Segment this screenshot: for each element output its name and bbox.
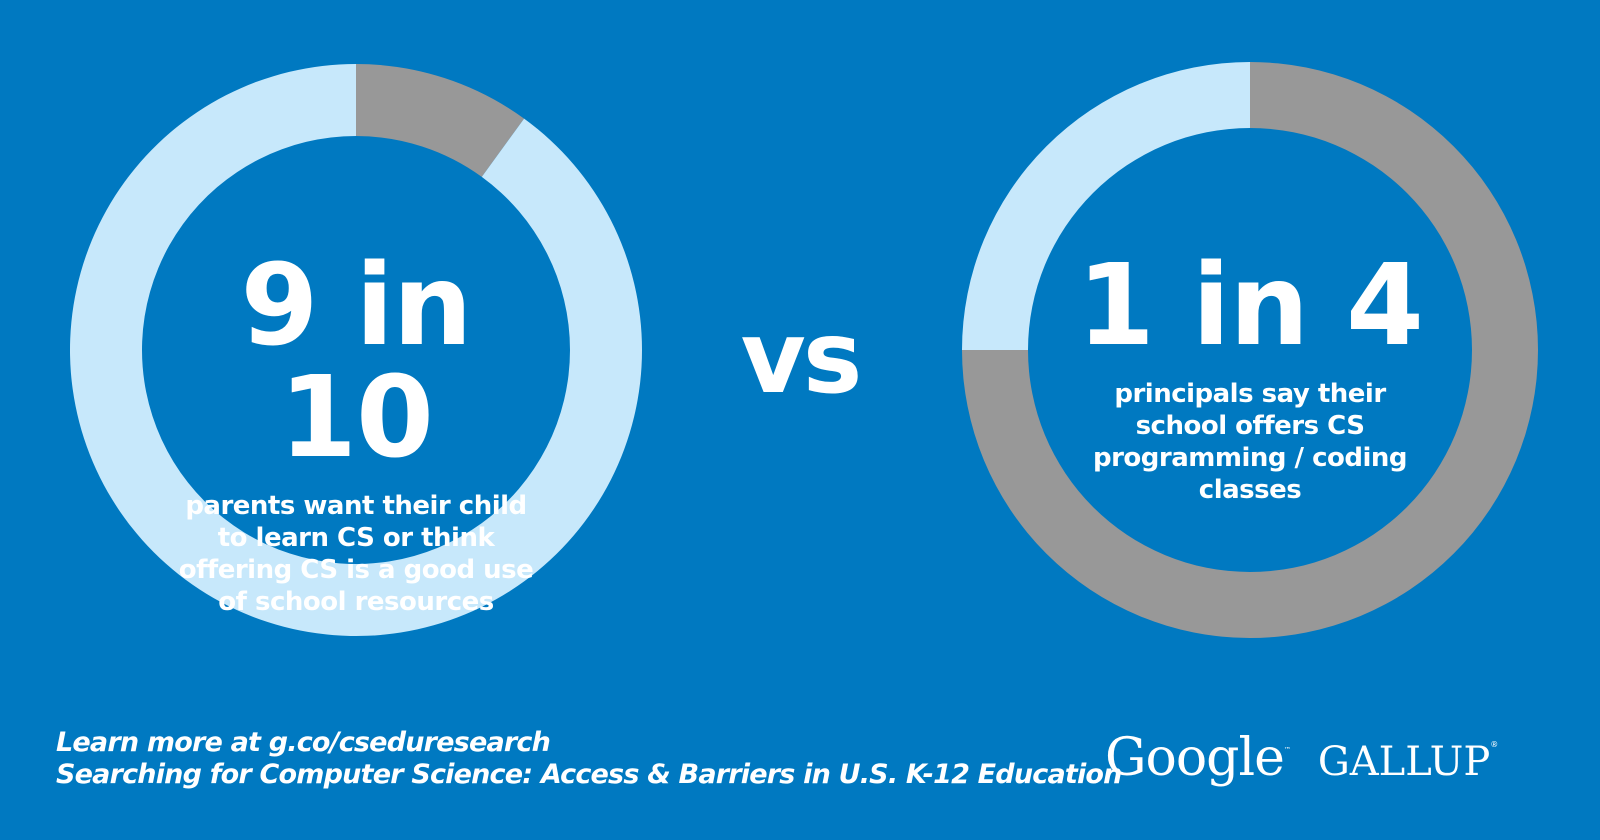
registered-mark: ®	[1490, 740, 1499, 749]
learn-more-link[interactable]: Learn more at g.co/cseduresearch	[56, 727, 551, 758]
trademark-mark: ™	[1283, 746, 1291, 754]
parents-description: parents want their child to learn CS or …	[156, 490, 556, 618]
donut-chart-parents	[69, 64, 642, 636]
footer: Learn more at g.co/cseduresearch Searchi…	[56, 727, 1122, 791]
parents-description-line: of school resources	[218, 587, 494, 617]
partner-logos: Google™ GALLUP®	[1105, 728, 1498, 788]
principals-stat: 1 in 4 principals say their school offer…	[1050, 250, 1450, 506]
parents-stat: 9 in 10 parents want their child to lear…	[156, 250, 556, 618]
vs-label: vs	[740, 299, 863, 416]
principals-description-line: principals say their	[1114, 379, 1386, 409]
parents-description-line: offering CS is a good use	[178, 555, 534, 585]
principals-description: principals say their school offers CS pr…	[1050, 378, 1450, 506]
principals-description-line: programming / coding	[1092, 443, 1408, 473]
principals-description-line: school offers CS	[1135, 411, 1365, 441]
parents-description-line: parents want their child	[185, 491, 527, 521]
principals-description-line: classes	[1198, 475, 1302, 505]
parents-headline: 9 in 10	[240, 241, 472, 483]
report-title: Searching for Computer Science: Access &…	[56, 759, 1122, 790]
gallup-logo-text: GALLUP	[1317, 739, 1491, 785]
google-logo: Google™	[1105, 728, 1291, 788]
parents-slice-no	[356, 64, 525, 177]
parents-description-line: to learn CS or think	[217, 523, 495, 553]
principals-slice-yes	[962, 62, 1250, 350]
principals-headline: 1 in 4	[1077, 241, 1424, 371]
donut-chart-principals	[962, 62, 1538, 638]
google-logo-text: Google	[1105, 728, 1285, 788]
gallup-logo: GALLUP®	[1318, 739, 1498, 785]
